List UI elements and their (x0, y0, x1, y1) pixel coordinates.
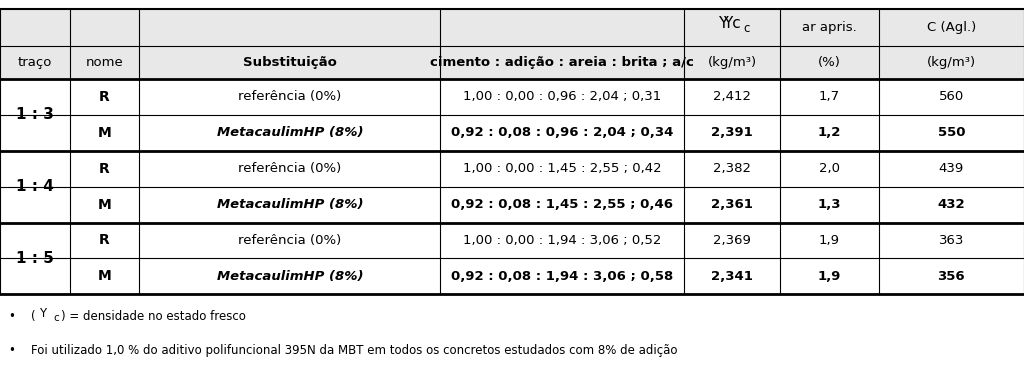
Text: 363: 363 (939, 234, 964, 247)
Text: 439: 439 (939, 162, 964, 175)
Text: 1,3: 1,3 (818, 198, 841, 211)
Text: Υ: Υ (39, 308, 46, 320)
Text: referência (0%): referência (0%) (239, 90, 341, 103)
Text: Substituição: Substituição (243, 56, 337, 69)
Text: 1,00 : 0,00 : 0,96 : 2,04 ; 0,31: 1,00 : 0,00 : 0,96 : 2,04 ; 0,31 (463, 90, 662, 103)
Text: 1 : 5: 1 : 5 (16, 251, 53, 266)
Text: 2,391: 2,391 (712, 126, 753, 139)
Text: 1,00 : 0,00 : 1,45 : 2,55 ; 0,42: 1,00 : 0,00 : 1,45 : 2,55 ; 0,42 (463, 162, 662, 175)
Text: (kg/m³): (kg/m³) (927, 56, 976, 69)
Text: 0,92 : 0,08 : 0,96 : 2,04 ; 0,34: 0,92 : 0,08 : 0,96 : 2,04 ; 0,34 (451, 126, 674, 139)
Text: Υᴄ: Υᴄ (723, 15, 741, 31)
Text: nome: nome (86, 56, 123, 69)
Text: 2,412: 2,412 (713, 90, 752, 103)
Text: 2,382: 2,382 (713, 162, 752, 175)
Text: M: M (97, 126, 112, 140)
Text: 560: 560 (939, 90, 964, 103)
Text: R: R (99, 234, 110, 248)
Text: 1 : 4: 1 : 4 (16, 179, 53, 194)
Text: •: • (8, 344, 15, 357)
Text: c: c (743, 22, 750, 35)
Text: 1,9: 1,9 (818, 270, 841, 283)
Text: •: • (8, 310, 15, 323)
Text: C (Agl.): C (Agl.) (927, 21, 976, 34)
Text: MetacaulimHP (8%): MetacaulimHP (8%) (216, 126, 364, 139)
Text: referência (0%): referência (0%) (239, 234, 341, 247)
Text: 1,7: 1,7 (819, 90, 840, 103)
Text: R: R (99, 90, 110, 104)
Text: cimento : adição : areia : brita ; a/c: cimento : adição : areia : brita ; a/c (430, 56, 694, 69)
Text: 1,2: 1,2 (818, 126, 841, 139)
Text: 0,92 : 0,08 : 1,94 : 3,06 ; 0,58: 0,92 : 0,08 : 1,94 : 3,06 ; 0,58 (451, 270, 674, 283)
Text: c: c (53, 313, 59, 322)
Text: MetacaulimHP (8%): MetacaulimHP (8%) (216, 270, 364, 283)
Text: 2,341: 2,341 (712, 270, 753, 283)
Text: 1,00 : 0,00 : 1,94 : 3,06 ; 0,52: 1,00 : 0,00 : 1,94 : 3,06 ; 0,52 (463, 234, 662, 247)
Text: 432: 432 (938, 198, 965, 211)
Text: ) = densidade no estado fresco: ) = densidade no estado fresco (61, 310, 247, 323)
Text: 1 : 3: 1 : 3 (16, 107, 53, 122)
Text: ar apris.: ar apris. (802, 21, 857, 34)
Text: MetacaulimHP (8%): MetacaulimHP (8%) (216, 198, 364, 211)
Text: 2,369: 2,369 (714, 234, 751, 247)
Text: referência (0%): referência (0%) (239, 162, 341, 175)
Text: 356: 356 (938, 270, 965, 283)
Text: 1,9: 1,9 (819, 234, 840, 247)
Text: R: R (99, 162, 110, 176)
Text: (: ( (31, 310, 36, 323)
Text: M: M (97, 269, 112, 284)
Text: 2,0: 2,0 (819, 162, 840, 175)
Text: Υ: Υ (719, 15, 729, 31)
Bar (0, 9, 1024, 79)
Text: 550: 550 (938, 126, 965, 139)
Text: 0,92 : 0,08 : 1,45 : 2,55 ; 0,46: 0,92 : 0,08 : 1,45 : 2,55 ; 0,46 (452, 198, 673, 211)
Text: (kg/m³): (kg/m³) (708, 56, 757, 69)
Text: (%): (%) (818, 56, 841, 69)
Text: M: M (97, 198, 112, 211)
Text: traço: traço (17, 56, 52, 69)
Text: Foi utilizado 1,0 % do aditivo polifuncional 395N da MBT em todos os concretos e: Foi utilizado 1,0 % do aditivo polifunci… (31, 344, 677, 357)
Text: 2,361: 2,361 (712, 198, 753, 211)
